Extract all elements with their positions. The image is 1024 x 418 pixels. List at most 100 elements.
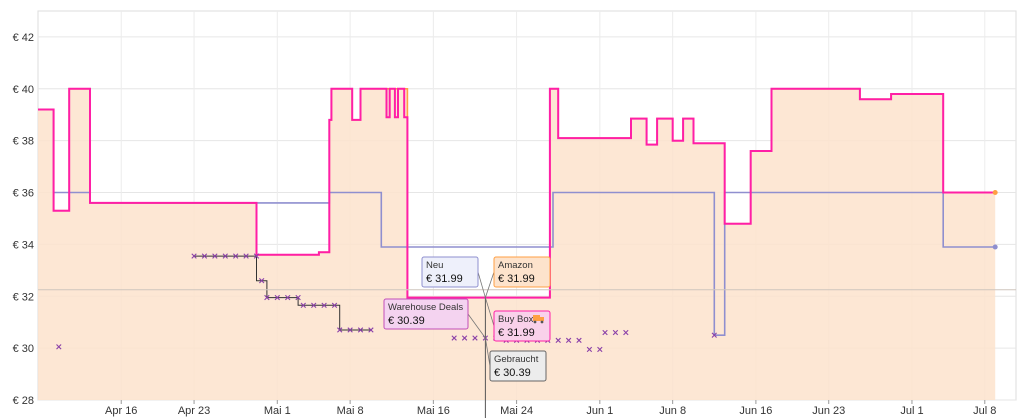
warehouse-point <box>285 294 291 301</box>
series-end-point <box>992 190 998 196</box>
series-line-buy-box <box>38 87 996 299</box>
warehouse-point <box>331 302 338 309</box>
marker-stroke <box>295 294 301 301</box>
warehouse-point <box>264 294 270 301</box>
tooltips: Neu € 31.99 Amazon € 31.99 Warehouse Deals € … <box>383 256 551 382</box>
marker-stroke <box>243 253 249 259</box>
warehouse-point <box>597 346 603 353</box>
warehouse-point <box>347 327 353 333</box>
x-tick-label: Mai 1 <box>264 405 291 417</box>
warehouse-point <box>295 294 301 301</box>
warehouse-point <box>274 294 280 301</box>
truck-body <box>533 315 540 321</box>
tooltip-box <box>493 256 551 288</box>
amazon-area <box>38 88 996 401</box>
marker-stroke <box>357 327 364 333</box>
warehouse-point <box>212 253 218 259</box>
tooltip-warehouse-deals: Warehouse Deals € 30.39 <box>383 298 486 339</box>
y-tick-label: € 36 <box>13 188 34 200</box>
y-tick-label: € 42 <box>13 32 34 44</box>
marker-stroke <box>565 337 572 344</box>
y-tick-label: € 28 <box>13 395 34 407</box>
tooltip-value: € 30.39 <box>388 315 425 327</box>
hover-crosshair <box>38 289 1016 418</box>
marker-stroke <box>576 337 582 344</box>
series-line-gebraucht <box>194 255 371 331</box>
marker-stroke <box>368 327 374 333</box>
truck-cab <box>540 317 544 321</box>
marker-stroke <box>347 327 353 333</box>
marker-stroke <box>56 344 62 350</box>
warehouse-point <box>555 337 561 344</box>
marker-stroke <box>259 278 265 284</box>
series-end-point <box>992 244 998 250</box>
x-tick-label: Mai 8 <box>337 405 364 417</box>
tooltip-value: € 31.99 <box>498 327 535 339</box>
warehouse-point <box>201 253 208 259</box>
marker-stroke <box>597 346 603 353</box>
x-tick-label: Apr 16 <box>105 405 137 417</box>
tooltip-value: € 31.99 <box>426 273 463 285</box>
y-tick-label: € 34 <box>13 239 34 251</box>
tooltip-connector <box>477 271 486 298</box>
truck-icon <box>533 315 544 324</box>
warehouse-point <box>259 278 265 284</box>
tooltip-gebraucht: Gebraucht € 30.39 <box>484 337 547 382</box>
marker-stroke <box>337 327 343 333</box>
marker-stroke <box>285 294 291 301</box>
amazon-fill <box>38 88 996 401</box>
marker-stroke <box>321 302 327 309</box>
x-tick-label: Jun 8 <box>659 405 686 417</box>
tooltip-value: € 31.99 <box>498 273 535 285</box>
tooltip-label: Amazon <box>498 260 533 271</box>
marker-stroke <box>555 337 561 344</box>
marker-stroke <box>472 335 478 341</box>
marker-stroke <box>264 294 270 301</box>
marker-stroke <box>602 329 608 336</box>
y-tick-label: € 32 <box>13 291 34 303</box>
truck-wheel <box>540 320 544 324</box>
warehouse-point <box>311 302 317 309</box>
x-tick-label: Apr 23 <box>178 405 210 417</box>
warehouse-point <box>56 344 62 350</box>
x-tick-label: Mai 16 <box>417 405 450 417</box>
warehouse-point <box>586 346 593 353</box>
marker-stroke <box>612 329 619 336</box>
marker-stroke <box>623 329 629 336</box>
y-tick-label: € 38 <box>13 136 34 148</box>
y-tick-label: € 30 <box>13 343 34 355</box>
y-tick-label: € 40 <box>13 84 34 96</box>
x-tick-label: Jul 8 <box>973 405 996 417</box>
x-tick-label: Jun 1 <box>586 405 613 417</box>
marker-stroke <box>300 302 306 309</box>
marker-stroke <box>201 253 208 259</box>
warehouse-point <box>222 253 228 259</box>
axes: € 28 € 30 € 32 € 34 € 36 € 38 € 40 € 42 Apr 16 Ap… <box>13 32 997 417</box>
warehouse-point <box>623 329 629 336</box>
tooltip-connector <box>484 337 491 367</box>
tooltip-label: Buy Box <box>498 314 534 325</box>
series-lines <box>38 87 998 336</box>
x-tick-label: Jun 23 <box>812 405 845 417</box>
warehouse-point <box>337 327 343 333</box>
tooltip-label: Neu <box>426 260 443 271</box>
warehouse-point <box>357 327 364 333</box>
tooltip-label: Gebraucht <box>494 354 539 365</box>
tooltip-box <box>421 256 479 288</box>
x-tick-label: Jun 16 <box>739 405 772 417</box>
marker-stroke <box>274 294 280 301</box>
tooltip-value: € 30.39 <box>494 367 531 379</box>
truck-wheel <box>533 320 537 324</box>
marker-stroke <box>311 302 317 309</box>
warehouse-point <box>711 332 717 338</box>
marker-stroke <box>586 346 593 353</box>
warehouse-point <box>368 327 374 333</box>
warehouse-point <box>576 337 582 344</box>
warehouse-point <box>612 329 619 336</box>
warehouse-point <box>191 253 197 259</box>
x-tick-label: Jul 1 <box>900 405 923 417</box>
tooltip-buy-box: Buy Box € 31.99 <box>485 297 551 342</box>
marker-stroke <box>461 335 468 341</box>
tooltip-connector <box>467 313 486 339</box>
